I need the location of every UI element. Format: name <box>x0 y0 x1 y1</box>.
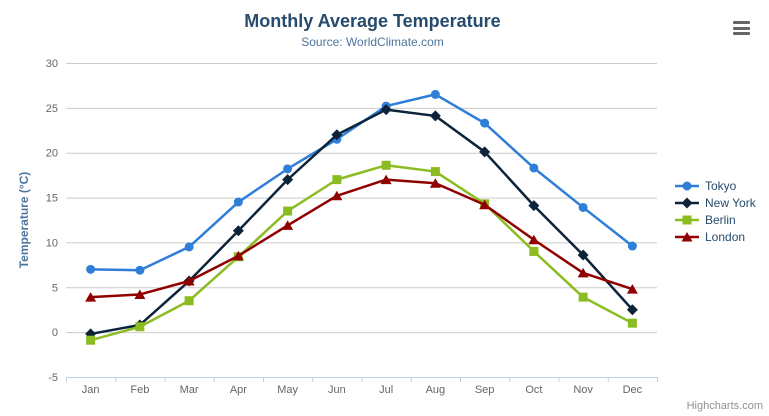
x-axis-tick-label: May <box>277 384 298 396</box>
x-axis-tick-label: Dec <box>623 384 643 396</box>
data-point-marker[interactable] <box>479 199 491 210</box>
legend: Tokyo New York Berlin London <box>674 177 756 245</box>
data-point-marker[interactable] <box>577 249 589 261</box>
data-point-marker[interactable] <box>429 178 441 188</box>
data-point-marker[interactable] <box>429 110 441 122</box>
data-point-marker[interactable] <box>381 160 391 170</box>
square-legend-marker-icon <box>675 215 699 224</box>
data-point-marker[interactable] <box>184 242 194 252</box>
data-point-marker[interactable] <box>430 89 440 99</box>
y-axis-tick-label: 0 <box>52 327 58 339</box>
y-axis-tick-label: 15 <box>46 193 58 205</box>
y-axis-tick-label: 25 <box>46 103 58 115</box>
series-line <box>89 164 634 342</box>
data-point-marker[interactable] <box>232 250 244 261</box>
series-line <box>89 108 634 336</box>
credits-link[interactable]: Highcharts.com <box>686 400 763 412</box>
data-point-marker[interactable] <box>331 190 343 201</box>
data-point-marker[interactable] <box>627 318 637 328</box>
circle-legend-marker-icon <box>675 181 699 190</box>
y-axis-title: Temperature (°C) <box>17 171 31 269</box>
data-point-marker[interactable] <box>626 304 638 316</box>
x-axis-tick-label: Apr <box>230 384 247 396</box>
data-point-marker[interactable] <box>283 206 293 216</box>
legend-label: Tokyo <box>705 178 737 193</box>
hamburger-menu-icon <box>733 26 750 30</box>
data-point-marker[interactable] <box>85 292 97 302</box>
data-point-marker[interactable] <box>430 167 440 177</box>
legend-label: New York <box>705 195 756 210</box>
legend-item-new-york[interactable]: New York <box>674 194 756 211</box>
data-point-marker[interactable] <box>135 322 145 332</box>
diamond-legend-marker-icon <box>675 197 699 208</box>
data-point-marker[interactable] <box>183 276 195 286</box>
data-point-marker[interactable] <box>626 284 638 294</box>
legend-label: Berlin <box>705 212 736 227</box>
data-point-marker[interactable] <box>578 292 588 302</box>
y-axis-tick-label: 10 <box>46 237 58 249</box>
data-point-marker[interactable] <box>282 220 294 230</box>
data-point-marker[interactable] <box>380 174 392 185</box>
data-point-marker[interactable] <box>233 197 243 207</box>
legend-item-berlin[interactable]: Berlin <box>674 211 756 228</box>
series-tokyo[interactable] <box>86 89 637 275</box>
data-point-marker[interactable] <box>86 264 96 274</box>
x-axis-tick-label: Mar <box>180 384 199 396</box>
x-axis-tick-label: Feb <box>130 384 149 396</box>
legend-label: London <box>705 229 746 244</box>
data-point-marker[interactable] <box>135 265 145 275</box>
chart-subtitle: Source: WorldClimate.com <box>301 35 444 49</box>
data-point-marker[interactable] <box>577 267 589 278</box>
data-point-marker[interactable] <box>134 289 146 299</box>
legend-item-london[interactable]: London <box>674 228 756 245</box>
data-point-marker[interactable] <box>529 163 539 173</box>
triangle-legend-marker-icon <box>675 231 699 241</box>
data-point-marker[interactable] <box>528 200 540 212</box>
data-point-marker[interactable] <box>479 146 491 158</box>
data-point-marker[interactable] <box>332 175 342 185</box>
series-line <box>89 93 634 272</box>
data-point-marker[interactable] <box>480 118 490 128</box>
chart-title: Monthly Average Temperature <box>244 11 501 31</box>
data-point-marker[interactable] <box>627 241 637 251</box>
hamburger-menu-icon <box>733 21 750 24</box>
data-point-marker[interactable] <box>283 164 293 174</box>
data-point-marker[interactable] <box>380 104 392 116</box>
y-axis-tick-label: 30 <box>46 58 58 70</box>
y-axis-tick-label: 20 <box>46 148 58 160</box>
data-point-marker[interactable] <box>184 296 194 306</box>
x-axis-tick-label: Sep <box>475 384 495 396</box>
x-axis-tick-label: Jun <box>328 384 346 396</box>
x-axis-tick-label: Jan <box>82 384 100 396</box>
export-menu-button[interactable] <box>733 21 750 35</box>
y-axis-tick-label: -5 <box>48 372 58 384</box>
data-point-marker[interactable] <box>282 174 294 186</box>
series-new-york[interactable] <box>85 104 638 340</box>
hamburger-menu-icon <box>733 32 750 35</box>
x-axis-tick-label: Nov <box>573 384 593 396</box>
x-axis-tick-label: Jul <box>379 384 393 396</box>
data-point-marker[interactable] <box>86 335 96 345</box>
data-point-marker[interactable] <box>331 129 343 141</box>
legend-item-tokyo[interactable]: Tokyo <box>674 177 756 194</box>
y-axis-tick-label: 5 <box>52 282 58 294</box>
data-point-marker[interactable] <box>529 246 539 256</box>
x-axis-tick-label: Oct <box>525 384 542 396</box>
series-line <box>89 178 634 299</box>
data-point-marker[interactable] <box>528 234 540 245</box>
x-axis-tick-label: Aug <box>426 384 446 396</box>
data-point-marker[interactable] <box>578 202 588 212</box>
series-london[interactable] <box>85 174 638 302</box>
data-point-marker[interactable] <box>232 225 244 237</box>
